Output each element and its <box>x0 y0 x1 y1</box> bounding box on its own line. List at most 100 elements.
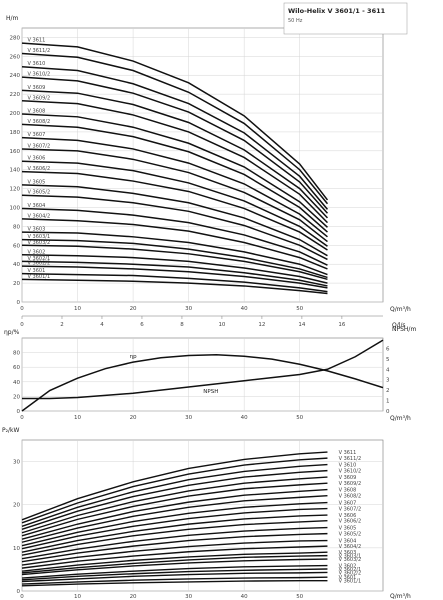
head-curve-v-3602 <box>21 254 328 284</box>
head-curve-v-3610-2 <box>21 76 329 214</box>
head-curve-v-3606 <box>21 160 328 247</box>
y-tick-label: 200 <box>10 111 21 117</box>
curve-label-v-3608-2: V 3608/2 <box>28 119 51 125</box>
x-tick-label: 40 <box>241 415 248 421</box>
power-curve-v-3609-2 <box>21 482 328 537</box>
x-tick-label: 40 <box>241 594 248 600</box>
curve-label-v-3610: V 3610 <box>28 61 46 67</box>
efficiency-curve-label: ηp <box>130 354 137 360</box>
curve-label-v-3602: V 3602 <box>28 249 46 255</box>
curve-label-v-3604: V 3604 <box>28 203 46 209</box>
power-label-v-3603: V 3603 <box>339 550 357 556</box>
y-tick-label: 60 <box>13 243 20 249</box>
y-tick-label: 0 <box>17 589 21 595</box>
power-label-v-3603-1: V 3603/1 <box>339 554 362 560</box>
x-axis-label: Q/m³/h <box>390 593 411 600</box>
power-curve-v-3607 <box>21 501 328 547</box>
curve-npsh <box>22 339 384 400</box>
y-tick-label: 0 <box>17 300 21 306</box>
y2-tick-label: 5 <box>386 357 390 363</box>
head-curve-v-3603-2 <box>21 244 328 281</box>
curve-label-v-3603: V 3603 <box>28 227 46 233</box>
power-label-v-3605-2: V 3605/2 <box>339 532 362 538</box>
curve-label-v-3604-2: V 3604/2 <box>28 213 51 219</box>
power-label-v-3603-2: V 3603/2 <box>339 557 362 563</box>
y-tick-label: 100 <box>10 206 21 212</box>
power-label-v-3601-1: V 3601/1 <box>339 579 362 585</box>
curve-efficiency <box>21 354 384 412</box>
x2-tick-label: 16 <box>338 322 345 328</box>
head-curve-v-3611 <box>21 42 329 201</box>
y-tick-label: 20 <box>13 281 20 287</box>
npsh-curve-label: NPSH <box>203 389 218 395</box>
power-curve-v-3606-2 <box>21 519 328 556</box>
power-label-v-3610-2: V 3610/2 <box>339 469 362 475</box>
y-tick-label: 180 <box>10 130 21 136</box>
head-curve-v-3602-1 <box>21 260 328 287</box>
y-tick-label: 80 <box>13 351 20 357</box>
head-curve-v-3605-2 <box>21 194 328 261</box>
y-axis-label: ηp/% <box>4 329 20 336</box>
head-curve-v-3606-2 <box>21 170 328 251</box>
head-curve-v-3609-2 <box>21 100 328 224</box>
head-curve-v-3605 <box>21 184 328 257</box>
head-curve-v-3603-1 <box>21 238 328 279</box>
curve-label-v-3601-1: V 3601/1 <box>28 274 51 280</box>
head-curve-v-3601-1 <box>21 278 328 295</box>
head-curve-v-3607 <box>21 136 328 238</box>
x2-tick-label: 8 <box>180 322 184 328</box>
x2-tick-label: 4 <box>100 322 104 328</box>
power-label-v-3608-2: V 3608/2 <box>339 494 362 500</box>
x-tick-label: 50 <box>296 415 303 421</box>
y-tick-label: 20 <box>13 503 20 509</box>
head-curve-v-3602-2 <box>21 265 328 289</box>
power-label-v-3605: V 3605 <box>339 526 357 532</box>
y-tick-label: 140 <box>10 168 21 174</box>
y-tick-label: 80 <box>13 224 20 230</box>
curve-label-v-3607-2: V 3607/2 <box>28 143 51 149</box>
power-curve-v-3606 <box>21 514 328 553</box>
power-curve-v-3601-1 <box>21 579 328 587</box>
curve-label-v-3606-2: V 3606/2 <box>28 166 51 172</box>
power-curve-v-3611 <box>21 451 328 521</box>
power-label-v-3602: V 3602 <box>339 564 357 570</box>
power-curve-v-3604-2 <box>21 545 328 569</box>
x-axis-label: Q/m³/h <box>390 415 411 422</box>
y2-tick-label: 0 <box>386 409 390 415</box>
x-tick-label: 0 <box>20 415 24 421</box>
power-label-v-3606-2: V 3606/2 <box>339 519 362 525</box>
x-tick-label: 0 <box>20 306 24 312</box>
power-curve-v-3602 <box>21 564 328 579</box>
curve-label-v-3608: V 3608 <box>28 108 46 114</box>
curve-label-v-3605: V 3605 <box>28 179 46 185</box>
x-tick-label: 50 <box>296 306 303 312</box>
curve-label-v-3610-2: V 3610/2 <box>28 72 51 78</box>
power-label-v-3608: V 3608 <box>339 488 357 494</box>
x-tick-label: 30 <box>185 415 192 421</box>
x-tick-label: 20 <box>130 415 137 421</box>
power-label-v-3602-2: V 3602/2 <box>339 570 362 576</box>
head-curve-v-3603 <box>21 231 328 276</box>
curve-label-v-3607: V 3607 <box>28 132 46 138</box>
head-curve-v-3607-2 <box>21 148 328 243</box>
y-tick-label: 40 <box>13 380 20 386</box>
y-tick-label: 40 <box>13 262 20 268</box>
x-tick-label: 20 <box>130 306 137 312</box>
x-tick-label: 20 <box>130 594 137 600</box>
y-tick-label: 20 <box>13 394 20 400</box>
power-curve-v-3603-1 <box>21 554 328 574</box>
chart-subtitle: 50 Hz <box>288 18 303 24</box>
y-axis-label: P₂/kW <box>2 427 20 434</box>
x2-axis-label: Q/l/s <box>392 322 406 329</box>
y2-axis-label: NPSH/m <box>392 326 416 333</box>
power-label-v-3609: V 3609 <box>339 475 357 481</box>
curve-label-v-3602-2: V 3602/2 <box>28 261 51 267</box>
power-label-v-3604: V 3604 <box>339 539 357 545</box>
curve-label-v-3602-1: V 3602/1 <box>28 256 51 262</box>
curve-label-v-3605-2: V 3605/2 <box>28 190 51 196</box>
power-curve-v-3608 <box>21 488 328 540</box>
x2-tick-label: 2 <box>60 322 64 328</box>
power-curve-v-3611-2 <box>21 457 328 524</box>
